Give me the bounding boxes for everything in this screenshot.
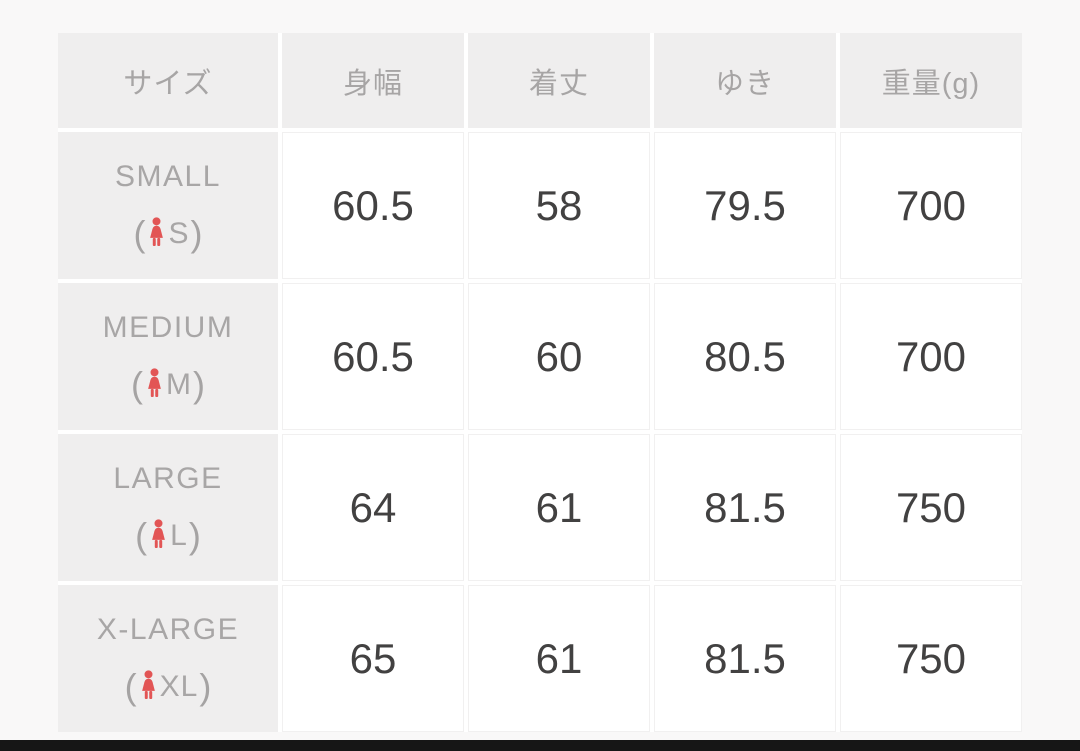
value-medium-sleeve: 80.5 xyxy=(654,283,836,430)
value-small-weight: 700 xyxy=(840,132,1022,279)
size-code: L xyxy=(170,518,188,552)
paren-open: ( xyxy=(124,665,137,707)
size-code: XL xyxy=(159,669,199,703)
size-code: M xyxy=(166,367,192,401)
paren-close: ) xyxy=(199,665,212,707)
size-name: MEDIUM xyxy=(102,310,234,344)
value-medium-length: 60 xyxy=(468,283,650,430)
value-xlarge-length: 61 xyxy=(468,585,650,732)
woman-figure-icon xyxy=(141,670,155,700)
column-header-width: 身幅 xyxy=(282,33,464,128)
size-code-label: ( M ) xyxy=(131,363,205,405)
size-chart-table: サイズ 身幅 着丈 ゆき 重量(g) SMALL ( S ) 60.5 58 7… xyxy=(58,33,1022,732)
size-name: SMALL xyxy=(115,159,221,193)
woman-figure-icon xyxy=(150,217,164,247)
paren-open: ( xyxy=(131,363,143,405)
value-small-sleeve: 79.5 xyxy=(654,132,836,279)
size-cell-medium: MEDIUM ( M ) xyxy=(58,283,278,430)
size-cell-xlarge: X-LARGE ( XL ) xyxy=(58,585,278,732)
size-code-label: ( S ) xyxy=(133,212,203,254)
size-code-label: ( L ) xyxy=(135,514,201,556)
column-header-length: 着丈 xyxy=(468,33,650,128)
value-small-width: 60.5 xyxy=(282,132,464,279)
value-small-length: 58 xyxy=(468,132,650,279)
paren-close: ) xyxy=(188,514,201,556)
column-header-sleeve: ゆき xyxy=(654,33,836,128)
value-large-sleeve: 81.5 xyxy=(654,434,836,581)
size-cell-large: LARGE ( L ) xyxy=(58,434,278,581)
column-header-size: サイズ xyxy=(58,33,278,128)
value-xlarge-width: 65 xyxy=(282,585,464,732)
value-large-width: 64 xyxy=(282,434,464,581)
paren-close: ) xyxy=(190,212,203,254)
woman-figure-icon xyxy=(148,368,161,398)
value-xlarge-weight: 750 xyxy=(840,585,1022,732)
woman-figure-icon xyxy=(152,519,166,549)
value-large-weight: 750 xyxy=(840,434,1022,581)
paren-close: ) xyxy=(193,363,205,405)
paren-open: ( xyxy=(133,212,146,254)
size-name: X-LARGE xyxy=(96,612,240,646)
photo-crop-edge xyxy=(0,740,1080,751)
value-medium-weight: 700 xyxy=(840,283,1022,430)
value-xlarge-sleeve: 81.5 xyxy=(654,585,836,732)
column-header-weight: 重量(g) xyxy=(840,33,1022,128)
value-large-length: 61 xyxy=(468,434,650,581)
size-name: LARGE xyxy=(113,461,223,495)
size-cell-small: SMALL ( S ) xyxy=(58,132,278,279)
value-medium-width: 60.5 xyxy=(282,283,464,430)
paren-open: ( xyxy=(135,514,148,556)
size-code-label: ( XL ) xyxy=(124,665,212,707)
size-code: S xyxy=(168,216,190,250)
